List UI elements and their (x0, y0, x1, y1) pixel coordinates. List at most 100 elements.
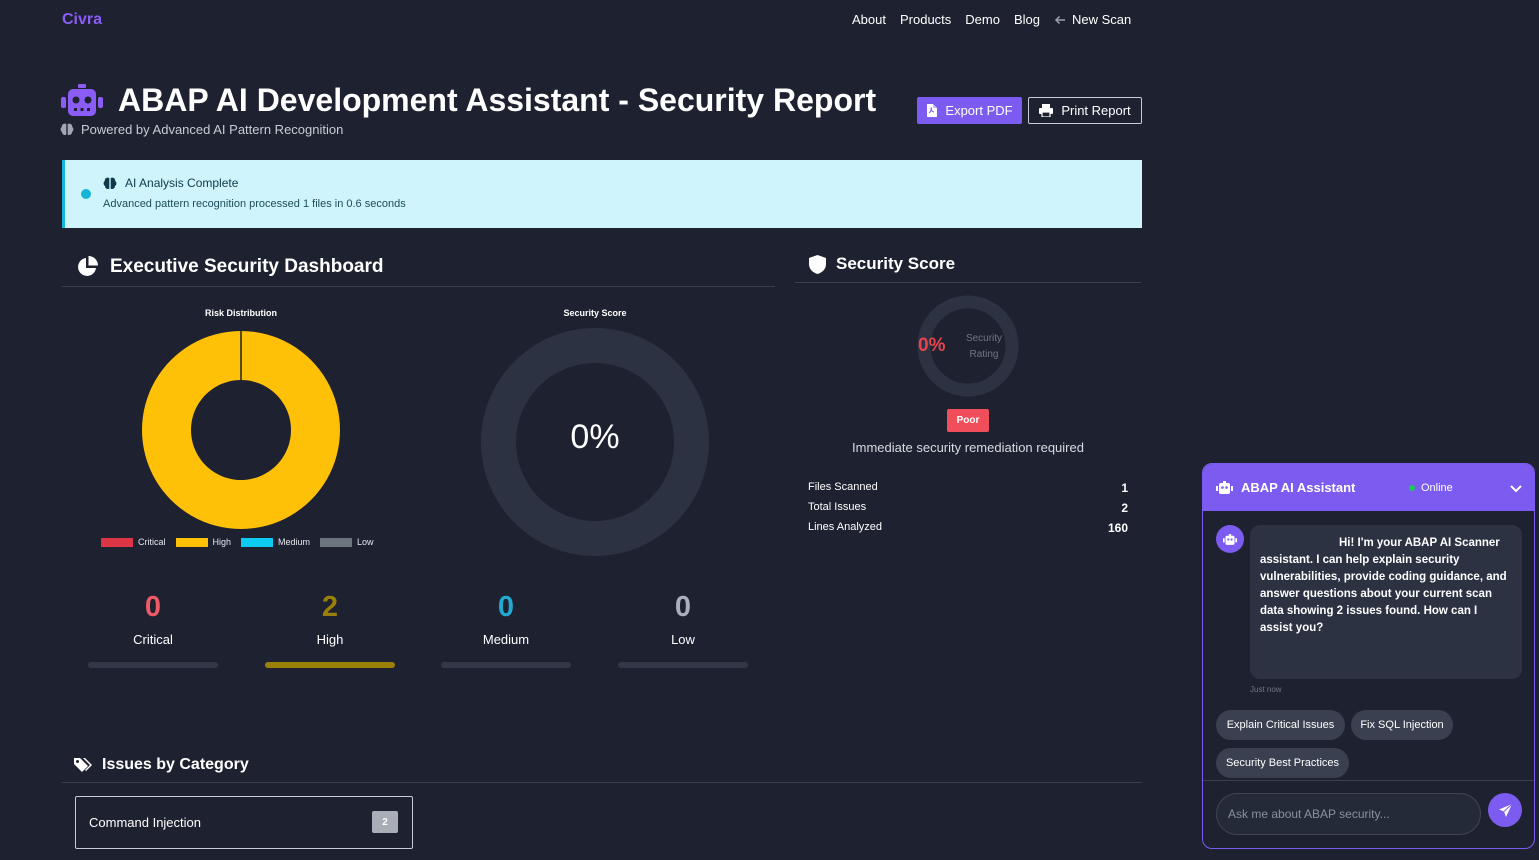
page-title: ABAP AI Development Assistant - Security… (118, 82, 877, 118)
score-panel-header: Security Score (795, 252, 1141, 283)
nav-link-about[interactable]: About (852, 12, 886, 27)
security-rating-caption: Security Rating (965, 333, 1003, 360)
metric-label: Total Issues (808, 501, 867, 513)
dashboard-title: Executive Security Dashboard (76, 256, 384, 278)
message-timestamp: Just now (1250, 685, 1282, 694)
stat-high-count: 2 (321, 591, 339, 623)
page-subtitle: Powered by Advanced AI Pattern Recogniti… (60, 122, 343, 137)
new-scan-link[interactable]: New Scan (1054, 12, 1131, 27)
legend-item-critical[interactable]: Critical (101, 537, 166, 547)
send-button[interactable] (1488, 793, 1522, 827)
categories-title-text: Issues by Category (102, 756, 249, 773)
top-nav: Civra About Products Demo Blog New Scan (0, 0, 1539, 40)
metric-files-scanned: Files Scanned 1 (808, 481, 1128, 495)
pie-chart-icon (78, 256, 98, 276)
chat-widget: ABAP AI Assistant Online Hi! I'm your AB… (1202, 463, 1535, 849)
metric-label: Files Scanned (808, 481, 878, 493)
chat-status: Online (1409, 482, 1453, 494)
brand-logo[interactable]: Civra (62, 11, 103, 28)
nav-link-demo[interactable]: Demo (965, 12, 1000, 27)
stat-medium-label: Medium (482, 632, 530, 647)
shield-icon (809, 254, 826, 274)
send-icon (1498, 803, 1512, 817)
stat-medium-count: 0 (497, 591, 515, 623)
suggestion-fix-sql-injection[interactable]: Fix SQL Injection (1351, 710, 1453, 740)
category-name: Command Injection (89, 815, 201, 830)
security-rating-percent: 0% (918, 335, 946, 356)
score-panel-title: Security Score (809, 254, 955, 274)
stat-low-label: Low (671, 632, 695, 647)
metric-value: 1 (1121, 481, 1128, 495)
legend-label: High (212, 537, 232, 547)
nav-link-blog[interactable]: Blog (1013, 12, 1041, 27)
legend-item-medium[interactable]: Medium (241, 537, 310, 547)
tags-icon (74, 758, 92, 772)
nav-link-products[interactable]: Products (899, 12, 952, 27)
metric-value: 2 (1121, 501, 1128, 515)
nav-links: About Products Demo Blog New Scan (852, 12, 1131, 27)
chat-divider (1203, 780, 1534, 781)
print-report-button[interactable]: Print Report (1028, 97, 1142, 124)
stat-medium-bar (441, 662, 571, 668)
alert-indicator (81, 189, 91, 199)
risk-chart-title: Risk Distribution (204, 308, 277, 318)
legend-label: Critical (138, 537, 166, 547)
robot-icon (61, 84, 103, 116)
security-rating-gauge (917, 295, 1019, 397)
stat-critical-count: 0 (144, 591, 162, 623)
chat-header[interactable]: ABAP AI Assistant Online (1203, 464, 1534, 511)
chat-status-text: Online (1421, 482, 1453, 494)
stat-medium: 0 Medium (441, 591, 571, 647)
rating-badge: Poor (947, 409, 989, 432)
score-panel-title-text: Security Score (836, 254, 956, 273)
alert-title: AI Analysis Complete (103, 176, 238, 190)
metric-total-issues: Total Issues 2 (808, 501, 1128, 515)
remediation-text: Immediate security remediation required (852, 440, 1084, 455)
categories-header: Issues by Category (62, 752, 1142, 783)
legend-swatch (320, 537, 353, 547)
robot-icon (1216, 481, 1233, 494)
legend-item-low[interactable]: Low (320, 537, 374, 547)
score-center-label: 0% (570, 418, 619, 456)
metric-label: Lines Analyzed (808, 521, 882, 533)
category-count-badge: 2 (372, 811, 398, 833)
stat-critical: 0 Critical (88, 591, 218, 647)
assistant-message-text: Hi! I'm your ABAP AI Scanner assistant. … (1260, 537, 1507, 634)
stat-low-bar (618, 662, 748, 668)
stat-high-bar (265, 662, 395, 668)
chat-input[interactable] (1216, 793, 1481, 835)
legend-swatch (241, 537, 274, 547)
bot-avatar (1216, 525, 1244, 553)
metric-lines-analyzed: Lines Analyzed 160 (808, 521, 1128, 535)
legend-label: Medium (278, 537, 311, 547)
stat-critical-label: Critical (133, 632, 173, 647)
pdf-file-icon (927, 104, 938, 117)
printer-icon (1039, 104, 1054, 117)
stat-low: 0 Low (618, 591, 748, 647)
score-slice-remaining (481, 328, 709, 556)
risk-distribution-chart (141, 331, 340, 529)
dashboard-title-text: Executive Security Dashboard (110, 256, 384, 277)
dashboard-header: Executive Security Dashboard (62, 252, 775, 287)
suggestion-explain-critical[interactable]: Explain Critical Issues (1216, 710, 1345, 740)
chat-title-text: ABAP AI Assistant (1241, 480, 1356, 495)
brain-icon (103, 177, 117, 189)
stat-low-count: 0 (674, 591, 692, 623)
metric-value: 160 (1107, 521, 1128, 535)
arrow-left-icon (1054, 15, 1066, 24)
suggestion-security-best-practices[interactable]: Security Best Practices (1216, 748, 1349, 778)
chevron-down-icon[interactable] (1508, 480, 1524, 496)
export-pdf-button[interactable]: Export PDF (917, 97, 1022, 124)
legend-swatch (101, 537, 133, 547)
stat-bar-fill (265, 662, 395, 668)
stat-critical-bar (88, 662, 218, 668)
export-pdf-label: Export PDF (945, 103, 1013, 118)
analysis-complete-alert: AI Analysis Complete Advanced pattern re… (62, 160, 1142, 228)
online-status-dot (1409, 485, 1415, 491)
legend-item-high[interactable]: High (175, 537, 232, 547)
categories-title: Issues by Category (74, 756, 249, 774)
legend-swatch (175, 537, 208, 547)
brain-icon (60, 123, 74, 136)
risk-slice-high (141, 331, 340, 529)
category-card[interactable]: Command Injection 2 (75, 796, 413, 849)
